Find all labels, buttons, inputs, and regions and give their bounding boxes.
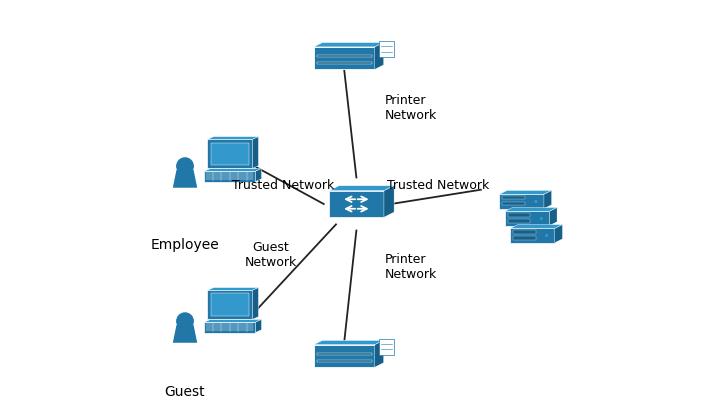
Polygon shape — [252, 288, 258, 319]
Text: Guest
Network: Guest Network — [244, 241, 297, 269]
Polygon shape — [173, 170, 197, 188]
Polygon shape — [375, 340, 384, 367]
Polygon shape — [313, 47, 375, 69]
Polygon shape — [317, 62, 372, 64]
Polygon shape — [550, 208, 557, 226]
Polygon shape — [313, 340, 384, 345]
Polygon shape — [329, 191, 384, 217]
Polygon shape — [210, 142, 249, 165]
Polygon shape — [317, 55, 372, 57]
Polygon shape — [204, 319, 262, 322]
Text: Trusted Network: Trusted Network — [232, 179, 334, 192]
Polygon shape — [505, 211, 550, 226]
Polygon shape — [505, 208, 557, 211]
Text: Printer
Network: Printer Network — [385, 253, 437, 281]
Polygon shape — [500, 194, 544, 208]
Polygon shape — [502, 202, 525, 206]
Polygon shape — [502, 196, 525, 200]
Polygon shape — [555, 224, 563, 243]
Polygon shape — [252, 137, 258, 169]
Polygon shape — [204, 322, 255, 333]
Text: Employee: Employee — [151, 238, 220, 252]
Polygon shape — [500, 191, 552, 194]
Polygon shape — [508, 213, 530, 217]
Text: Guest: Guest — [165, 385, 205, 399]
Polygon shape — [510, 224, 563, 228]
Polygon shape — [313, 42, 384, 47]
Polygon shape — [204, 169, 262, 171]
Polygon shape — [508, 220, 530, 222]
Polygon shape — [207, 137, 258, 140]
Polygon shape — [317, 353, 372, 355]
Polygon shape — [510, 228, 555, 243]
Polygon shape — [379, 339, 394, 355]
Text: Trusted Network: Trusted Network — [387, 179, 489, 192]
Polygon shape — [181, 172, 188, 174]
Polygon shape — [255, 319, 262, 333]
Polygon shape — [173, 325, 197, 343]
Circle shape — [177, 158, 194, 174]
Polygon shape — [204, 171, 255, 182]
Polygon shape — [207, 288, 258, 290]
Polygon shape — [513, 231, 536, 234]
Polygon shape — [255, 169, 262, 182]
Polygon shape — [207, 140, 252, 169]
Polygon shape — [210, 293, 249, 316]
Polygon shape — [207, 290, 252, 319]
Circle shape — [177, 313, 194, 329]
Polygon shape — [544, 191, 552, 208]
Circle shape — [540, 218, 542, 220]
Polygon shape — [384, 186, 394, 217]
Circle shape — [535, 201, 536, 202]
Circle shape — [546, 235, 547, 237]
Polygon shape — [375, 42, 384, 69]
Text: Printer
Network: Printer Network — [385, 94, 437, 122]
Polygon shape — [379, 41, 394, 57]
Polygon shape — [317, 360, 372, 361]
Polygon shape — [181, 327, 188, 329]
Polygon shape — [513, 237, 536, 239]
Polygon shape — [313, 345, 375, 367]
Polygon shape — [329, 186, 394, 191]
